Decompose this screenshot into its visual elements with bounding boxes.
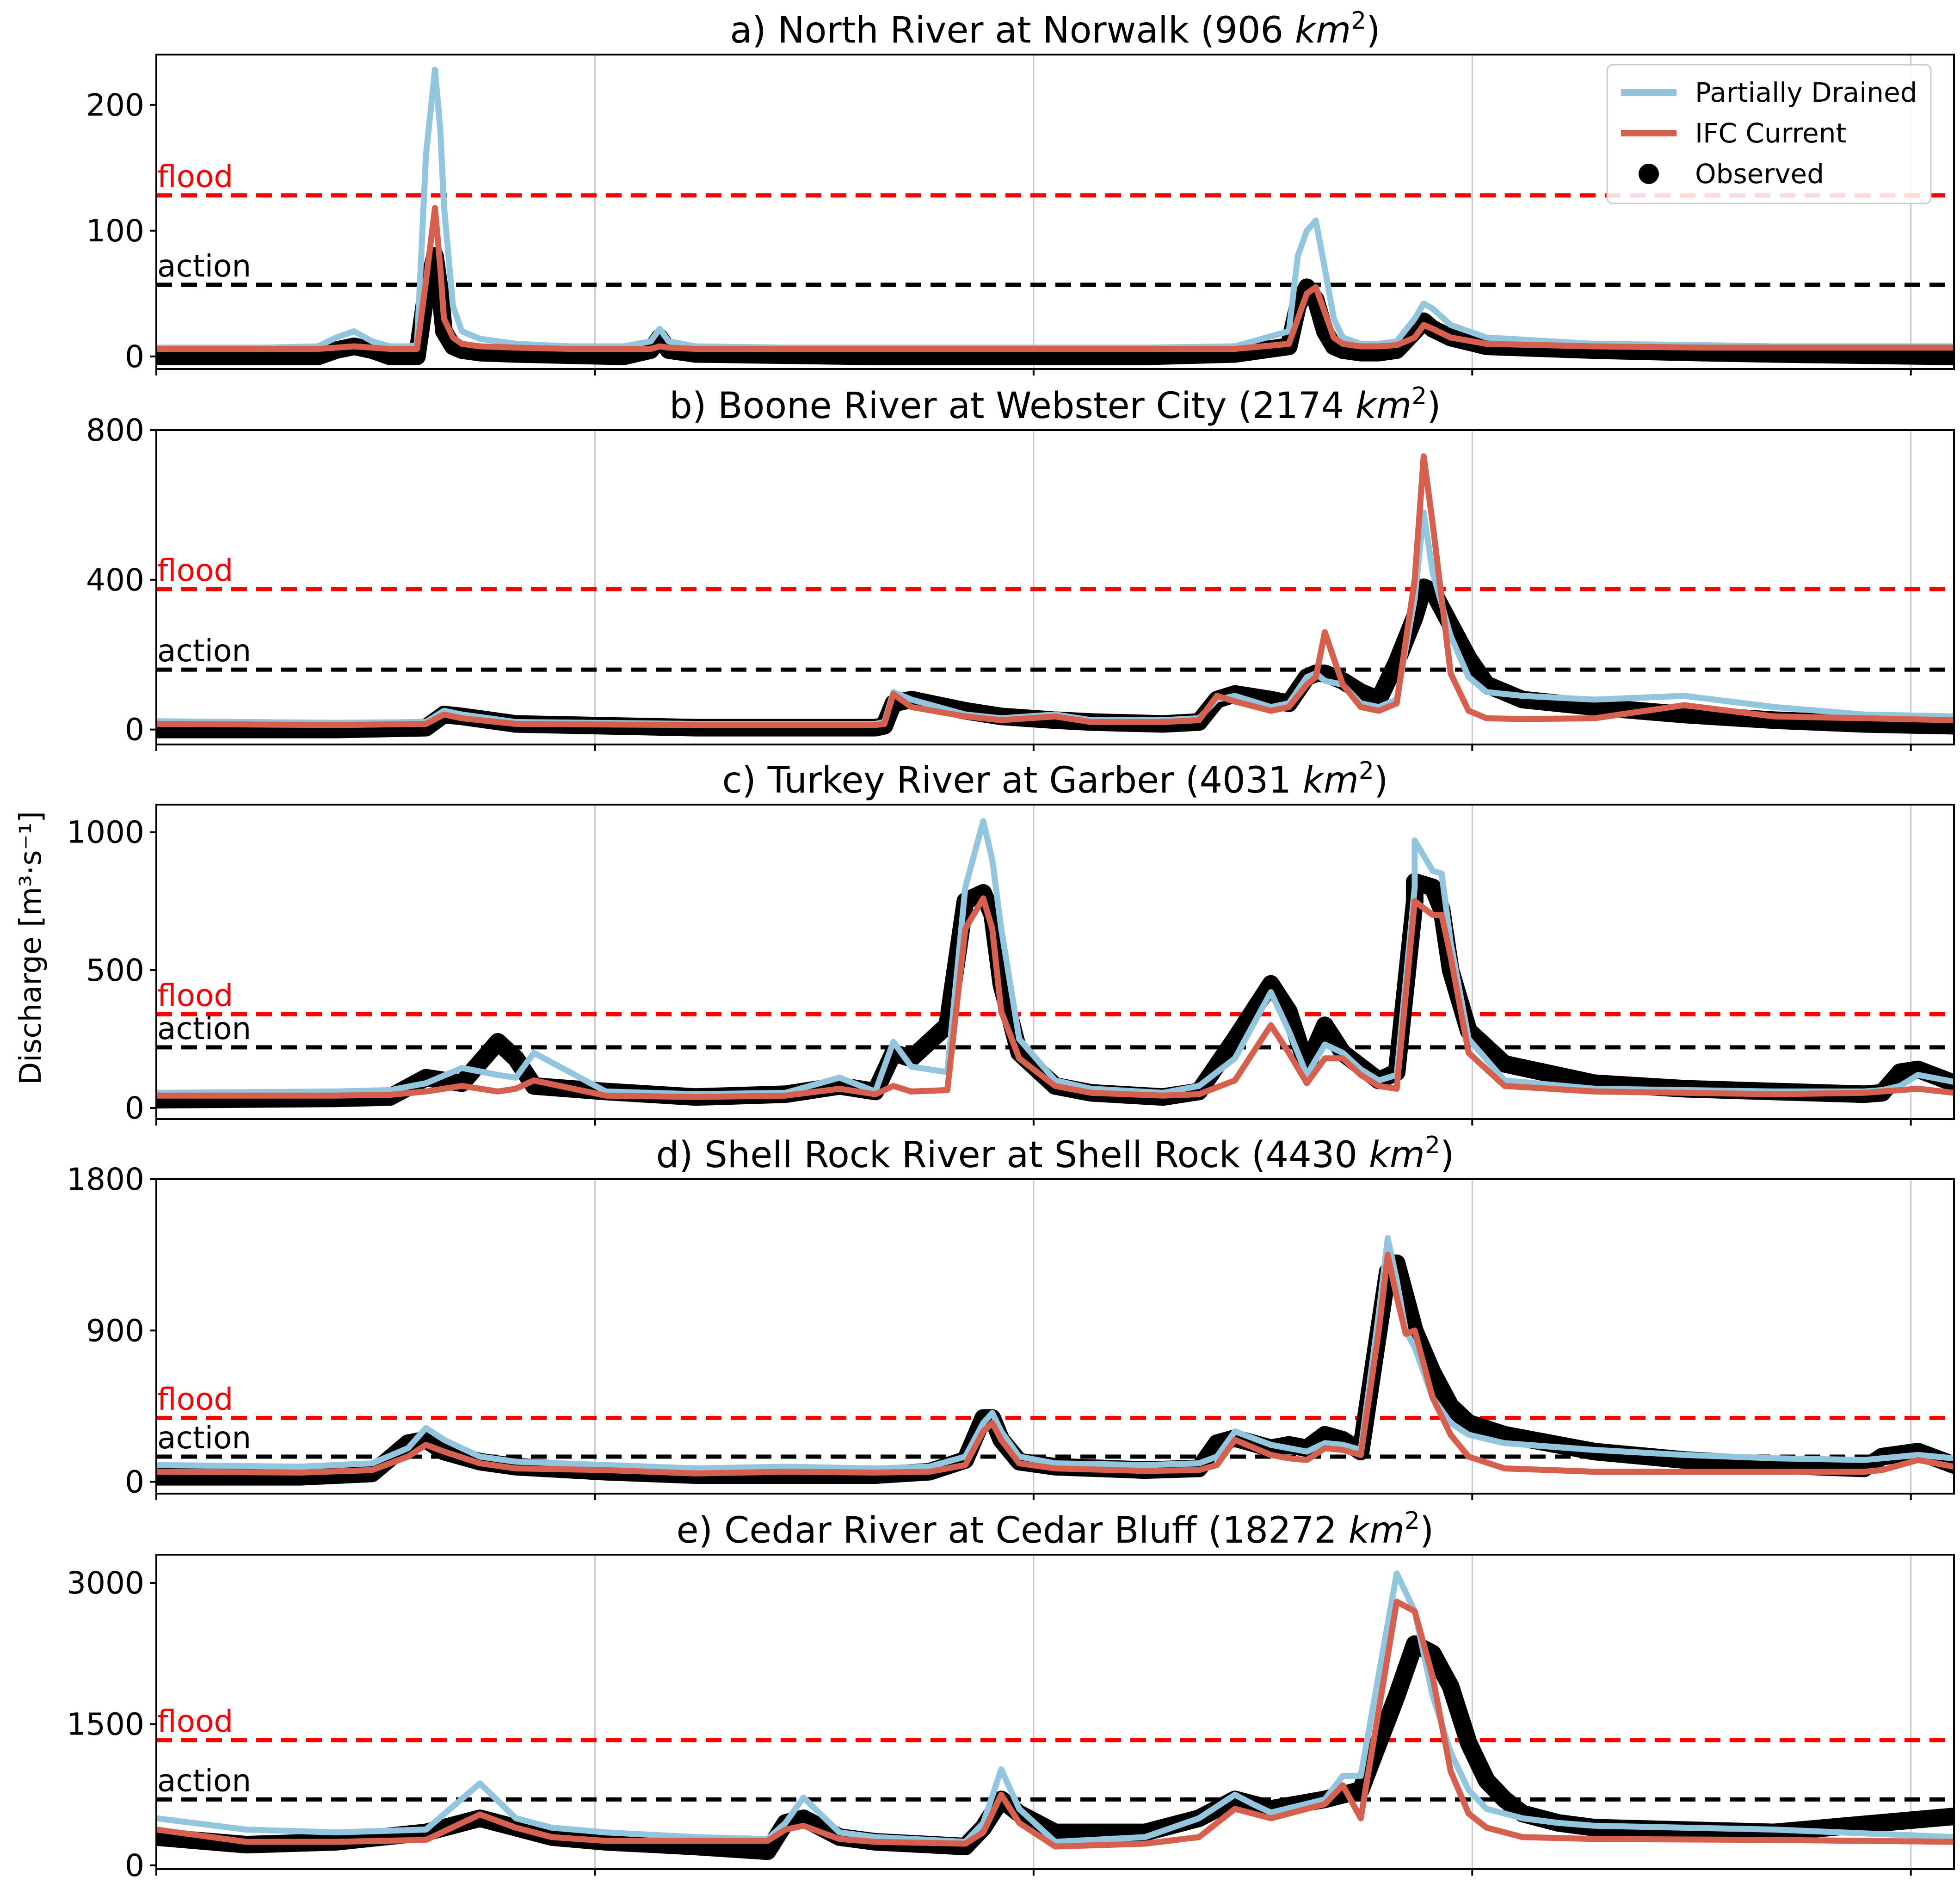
y-tick-label: 0 <box>125 712 144 748</box>
legend-entry: Partially Drained <box>1695 77 1917 108</box>
series-partially-drained-line <box>156 509 1954 727</box>
legend-swatch <box>1639 164 1659 184</box>
y-tick-label: 100 <box>86 213 144 249</box>
plot-frame <box>155 804 1955 1120</box>
action-threshold-label: action <box>157 248 251 284</box>
plot-frame <box>155 1178 1955 1495</box>
y-tick-label: 0 <box>125 339 144 375</box>
plot-frame <box>155 1554 1955 1870</box>
panel-title: e) Cedar River at Cedar Bluff (18272 km2… <box>677 1507 1434 1551</box>
panel-a: 0 100 200 flood action a) North River at Norw… <box>86 7 1955 375</box>
series-partially-drained-line <box>156 818 1954 1097</box>
action-threshold-label: action <box>157 1420 251 1456</box>
series-ifc-current-line <box>156 453 1954 728</box>
panel-title: b) Boone River at Webster City (2174 km2… <box>669 382 1441 427</box>
series-observed-line <box>156 873 1954 1109</box>
y-tick-label: 3000 <box>67 1565 144 1601</box>
action-threshold-label: action <box>157 1011 251 1046</box>
y-tick-label: 1500 <box>67 1706 144 1742</box>
y-tick-label: 900 <box>86 1313 144 1348</box>
y-tick-label: 0 <box>125 1464 144 1500</box>
flood-threshold-label: flood <box>157 159 233 195</box>
plot-frame <box>155 429 1955 745</box>
plot-area <box>156 1570 1954 1860</box>
y-tick-label: 400 <box>86 562 144 598</box>
panel-b: 0 400 800 flood action b) Boone River at Webs… <box>86 382 1955 751</box>
y-tick-label: 1000 <box>67 815 144 850</box>
panel-title: c) Turkey River at Garber (4031 km2) <box>722 757 1388 801</box>
action-threshold-label: action <box>157 633 251 669</box>
y-tick-label: 1800 <box>67 1162 144 1197</box>
plot-frame <box>155 54 1955 370</box>
legend-box <box>1606 64 1932 204</box>
series-ifc-current-line <box>156 895 1954 1100</box>
legend-entry: IFC Current <box>1695 117 1846 149</box>
y-axis-label: Discharge [m³·s⁻¹] <box>14 811 48 1085</box>
y-tick-label: 800 <box>86 412 144 448</box>
y-tick-label: 500 <box>86 953 144 988</box>
flood-threshold-label: flood <box>157 1704 233 1739</box>
series-partially-drained-line <box>156 1235 1954 1471</box>
plot-area <box>156 453 1954 738</box>
series-partially-drained-line <box>156 1570 1954 1845</box>
plot-area <box>156 1235 1954 1486</box>
legend-entry: Observed <box>1695 158 1824 190</box>
panel-title: d) Shell Rock River at Shell Rock (4430 … <box>656 1132 1455 1176</box>
legend: Partially Drained IFC Current Observed <box>1606 64 1932 204</box>
y-tick-label: 0 <box>125 1090 144 1126</box>
plot-area <box>156 818 1954 1109</box>
y-tick-label: 200 <box>86 87 144 123</box>
panel-title: a) North River at Norwalk (906 km2) <box>730 7 1380 51</box>
flood-threshold-label: flood <box>157 553 233 588</box>
y-tick-label: 0 <box>125 1848 144 1883</box>
series-ifc-current-line <box>156 1599 1954 1850</box>
action-threshold-label: action <box>157 1763 251 1798</box>
series-ifc-current-line <box>156 1252 1954 1477</box>
series-ifc-current-line <box>156 205 1954 352</box>
series-observed-line <box>156 1635 1954 1860</box>
flood-threshold-label: flood <box>157 1381 233 1417</box>
panel-e: 0 1500 3000 flood action e) Cedar River at Ce… <box>67 1507 1955 1883</box>
flood-threshold-label: flood <box>157 978 233 1013</box>
plot-area <box>156 67 1954 365</box>
